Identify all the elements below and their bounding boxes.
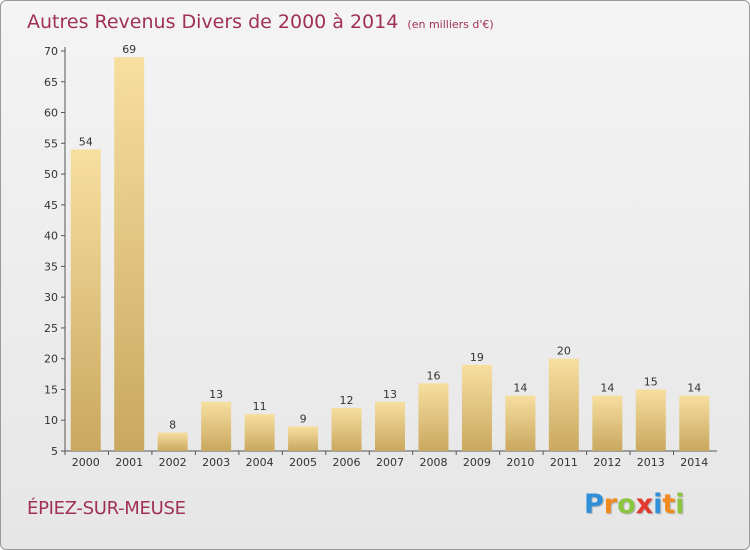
bar-2011 (548, 358, 579, 451)
y-axis-ticks: 5 10 15 20 25 30 35 40 45 50 55 60 65 70 (44, 45, 65, 458)
data-labels-group: 54 69 8 13 11 9 12 13 16 19 14 20 14 15 14 (79, 43, 702, 431)
x-tick-label-2006: 2006 (333, 456, 361, 469)
data-label-2011: 20 (557, 345, 571, 358)
bar-2007 (375, 401, 405, 451)
y-tick-label: 30 (44, 291, 58, 304)
x-tick-label-2005: 2005 (289, 456, 317, 469)
x-axis-ticks: 2000 2001 2002 2003 2004 2005 2006 2007 2008 2009… (64, 451, 708, 469)
bar-2013 (635, 389, 666, 451)
y-tick-label: 35 (44, 260, 58, 273)
data-label-2014: 14 (687, 382, 701, 395)
bar-2012 (592, 395, 623, 451)
data-label-2012: 14 (600, 382, 614, 395)
bar-2003 (201, 401, 232, 451)
x-tick-label-2004: 2004 (246, 456, 274, 469)
x-tick-label-2003: 2003 (202, 456, 230, 469)
logo-letter: P (584, 489, 604, 520)
chart-title: Autres Revenus Divers de 2000 à 2014 (27, 11, 399, 33)
y-tick-label: 5 (51, 445, 58, 458)
x-tick-label-2002: 2002 (159, 456, 187, 469)
bar-2000 (70, 149, 101, 451)
data-label-2006: 12 (340, 394, 354, 407)
bar-2014 (679, 395, 710, 451)
logo-letter: t (662, 489, 676, 520)
x-tick-label-2013: 2013 (637, 456, 665, 469)
x-tick-label-2011: 2011 (550, 456, 578, 469)
bar-2008 (418, 383, 449, 451)
y-tick-label: 55 (44, 137, 58, 150)
bar-2002 (157, 432, 188, 451)
bar-2006 (331, 407, 362, 451)
bar-2009 (461, 364, 492, 451)
x-tick-label-2007: 2007 (376, 456, 404, 469)
data-label-2002: 8 (169, 419, 176, 432)
logo-letter: r (603, 489, 618, 520)
bar-2005 (288, 426, 319, 451)
data-label-2008: 16 (426, 369, 440, 382)
x-tick-label-2001: 2001 (115, 456, 143, 469)
bar-2001 (114, 57, 145, 452)
y-tick-label: 65 (44, 76, 58, 89)
y-tick-label: 45 (44, 199, 58, 212)
chart-title-block: Autres Revenus Divers de 2000 à 2014 (en… (27, 11, 494, 33)
x-tick-label-2014: 2014 (680, 456, 708, 469)
bar-2004 (244, 414, 275, 451)
y-tick-label: 25 (44, 322, 58, 335)
logo-letter: o (617, 489, 636, 520)
y-tick-label: 15 (44, 383, 58, 396)
x-tick-label-2008: 2008 (419, 456, 447, 469)
y-tick-label: 60 (44, 107, 58, 120)
logo-letter: i (653, 489, 663, 520)
bar-2010 (505, 395, 536, 451)
place-name: ÉPIEZ-SUR-MEUSE (27, 498, 186, 519)
x-tick-label-2012: 2012 (593, 456, 621, 469)
data-label-2009: 19 (470, 351, 484, 364)
y-tick-label: 40 (44, 230, 58, 243)
data-label-2007: 13 (383, 388, 397, 401)
x-tick-label-2009: 2009 (463, 456, 491, 469)
y-tick-label: 10 (44, 414, 58, 427)
x-tick-label-2010: 2010 (506, 456, 534, 469)
logo-letter: x (635, 489, 654, 520)
data-label-2005: 9 (300, 412, 307, 425)
logo-letter: i (675, 489, 685, 520)
proxiti-logo: Proxiti (584, 489, 685, 520)
chart-subtitle: (en milliers d'€) (407, 18, 494, 31)
y-tick-label: 20 (44, 353, 58, 366)
data-label-2001: 69 (122, 43, 136, 56)
data-label-2000: 54 (79, 135, 93, 148)
data-label-2004: 11 (253, 400, 267, 413)
data-label-2013: 15 (644, 375, 658, 388)
data-label-2003: 13 (209, 388, 223, 401)
bars-group (70, 57, 710, 452)
y-tick-label: 70 (44, 45, 58, 58)
x-tick-label-2000: 2000 (72, 456, 100, 469)
y-tick-label: 50 (44, 168, 58, 181)
data-label-2010: 14 (513, 382, 527, 395)
